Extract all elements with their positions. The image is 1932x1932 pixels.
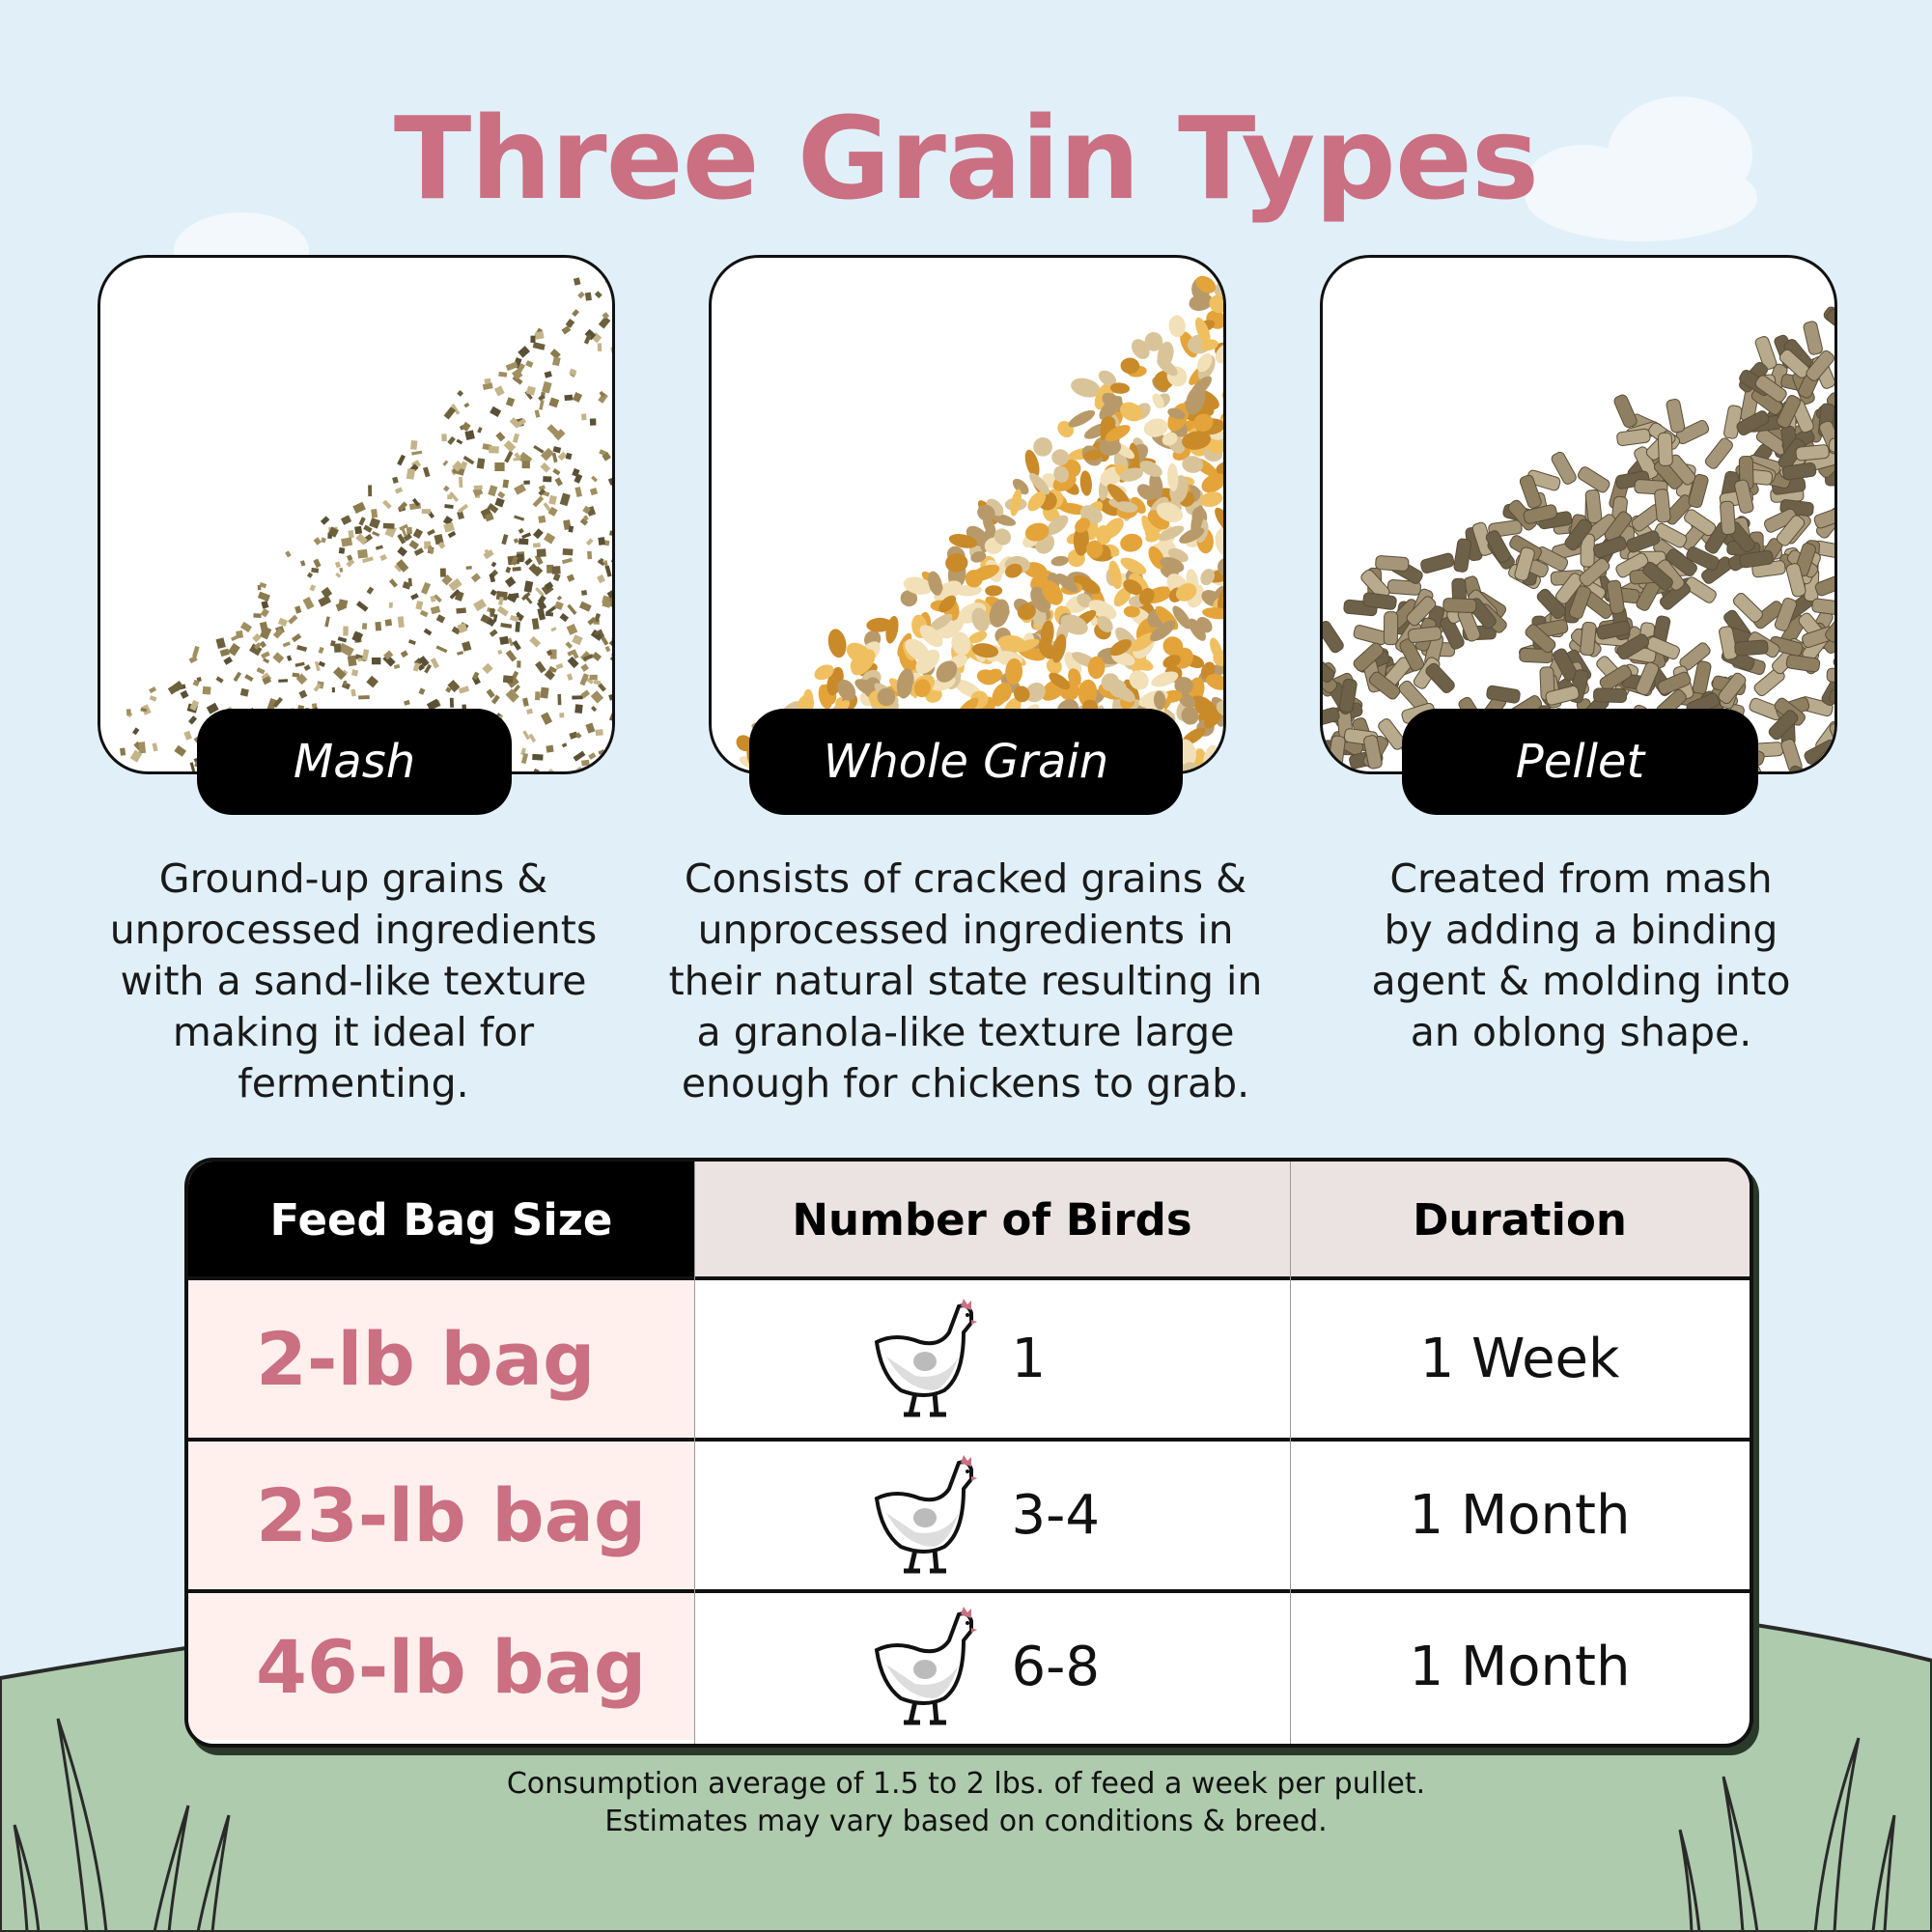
grain-description-pellet: Created from mash by adding a binding ag… [1371,855,1791,1055]
birds-cell: 1 [694,1280,1290,1438]
whole-grain-image [712,274,1223,771]
grain-description-mash: Ground-up grains & unprocessed ingredien… [109,855,598,1106]
feed-table: Feed Bag Size Number of Birds Duration 2… [184,1158,1753,1748]
page-title: Three Grain Types [393,92,1539,225]
mash-image [112,259,612,771]
birds-count: 1 [1011,1328,1047,1390]
bag-size-cell: 2-lb bag [188,1280,694,1438]
duration-cell: 1 Month [1409,1484,1631,1547]
grain-description-whole-grain: Consists of cracked grains & unprocessed… [668,855,1263,1106]
grain-image-mash [98,255,615,774]
birds-cell: 3-4 [694,1442,1290,1589]
pellet-image [1323,306,1834,771]
bag-size-cell: 23-lb bag [188,1442,694,1589]
chicken-icon [874,1455,977,1574]
birds-cell: 6-8 [694,1593,1290,1740]
header-number-of-birds: Number of Birds [694,1162,1290,1278]
grain-label-pellet: Pellet [1402,709,1758,815]
grain-image-whole-grain [709,255,1226,774]
duration-cell: 1 Week [1419,1328,1620,1390]
grain-label-mash: Mash [197,709,512,815]
chicken-icon [874,1606,977,1724]
footnote-line: Estimates may vary based on conditions &… [604,1805,1328,1838]
birds-count: 3-4 [1011,1484,1100,1547]
duration-cell: 1 Month [1409,1635,1631,1698]
header-feed-bag-size: Feed Bag Size [188,1162,694,1278]
header-duration: Duration [1290,1162,1750,1278]
grain-image-pellet [1320,255,1837,774]
chicken-icon [874,1299,977,1417]
bag-size-cell: 46-lb bag [188,1593,694,1740]
birds-count: 6-8 [1011,1635,1100,1698]
footnote-line: Consumption average of 1.5 to 2 lbs. of … [506,1767,1426,1801]
grain-label-whole-grain: Whole Grain [749,709,1183,815]
grass-blades-icon [13,1718,1896,1932]
footnote: Consumption average of 1.5 to 2 lbs. of … [0,1765,1932,1840]
